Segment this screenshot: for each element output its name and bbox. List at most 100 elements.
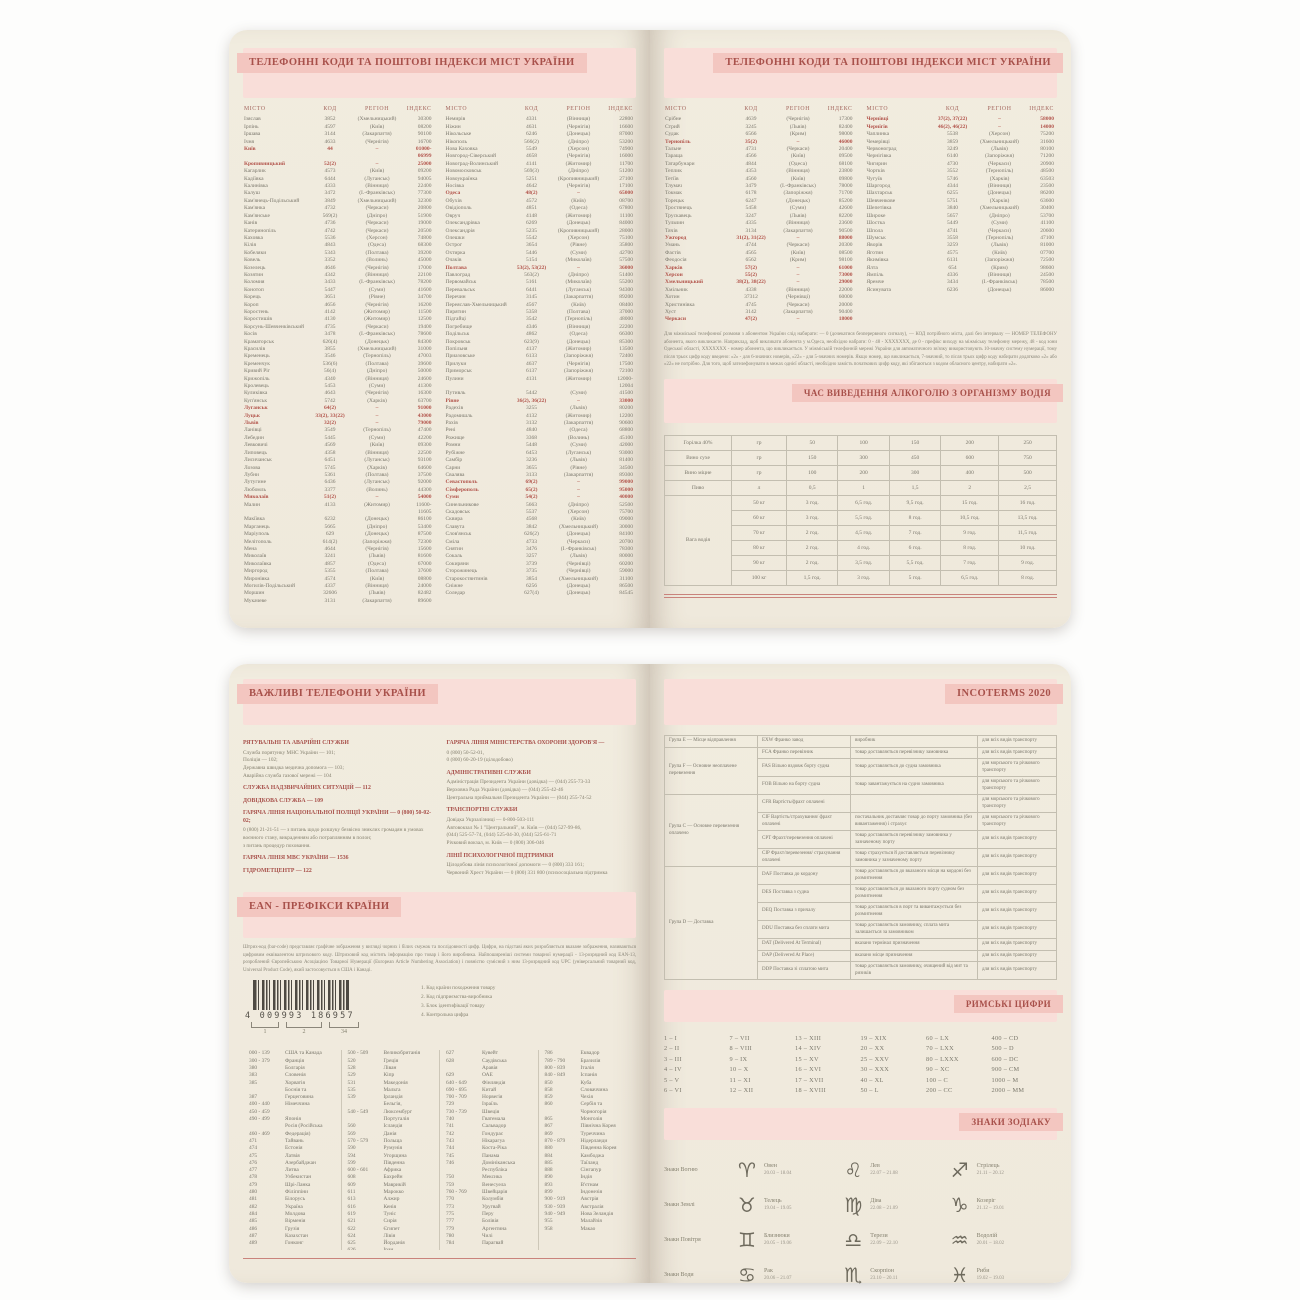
prefix-row: 729 Ізраїль xyxy=(446,1101,498,1108)
prefix-row: 800 - 839 Італія xyxy=(544,1064,594,1071)
city-row: Немирів 4331 (Вінниця) 22800 xyxy=(445,116,634,123)
city-row: Чортків 3552 (Тернопіль) 48500 xyxy=(866,168,1055,175)
prefix-row: 759 Венесуела xyxy=(446,1181,506,1188)
phone-column: РЯТУВАЛЬНІ ТА АВАРІЙНІ СЛУЖБИ Служба поря… xyxy=(243,735,433,877)
city-row: Старокостянтинів 3854 (Хмельницький) 31100 xyxy=(445,575,634,582)
prefix-row: 770 Колумбія xyxy=(446,1196,504,1203)
phone-line: (044) 525-57-74, (044) 525-04-30, (044) … xyxy=(446,832,557,839)
zodiac-sign: ♍ Діва 22.08 – 21.09 xyxy=(844,1192,898,1217)
prefix-row: 867 Північна Корея xyxy=(544,1123,616,1130)
zodiac-sign: ♒ Водолій 20.01 – 18.02 xyxy=(950,1227,1005,1252)
phone-line: Верховна Рада України (довідка) — (044) … xyxy=(446,787,564,794)
prefix-row: 780 Чилі xyxy=(446,1232,493,1239)
city-row: Підгайці 3542 (Тернопіль) 48000 xyxy=(445,316,634,323)
phone-line: Центральна приймальня Президента України… xyxy=(446,794,592,801)
prefix-row: 777 Болівія xyxy=(446,1218,499,1225)
city-row: Широке 5657 (Дніпро) 53700 xyxy=(866,212,1055,219)
incoterm-row: DAT (Delivered At Terminal) вказано термі… xyxy=(665,938,1057,951)
city-row: Кропивницький 52(2) –25000 xyxy=(244,160,432,167)
prefix-row: 594 Угорщина xyxy=(347,1152,407,1159)
Козеріг-zodiac-icon: ♑ xyxy=(950,1192,969,1217)
prefix-row: 475 Латвія xyxy=(249,1152,300,1159)
city-row: Кагарлик 4573 (Київ) 09200 xyxy=(244,168,432,175)
city-row: Нікольське 6246 (Донецьк) 87000 xyxy=(445,131,634,138)
city-row: Хмельницький 38(2), 38(22) –29000 xyxy=(665,279,853,286)
prefix-row: 629 ОАЕ xyxy=(446,1072,493,1079)
phone-directory: РЯТУВАЛЬНІ ТА АВАРІЙНІ СЛУЖБИ Служба поря… xyxy=(243,735,636,877)
city-row: Чемерівці 3859 (Хмельницький) 31600 xyxy=(866,138,1055,145)
prefix-row: 930 - 939 Австралія xyxy=(544,1203,604,1210)
city-row: Рожище 3368 (Волинь) 45100 xyxy=(445,434,634,441)
ean-barcode-block: 4 009993 186957 1 2 34 1. Код країни поход… xyxy=(243,980,636,1042)
ean-prefix-table: 000 - 139 США та Канада 300 - 379 Франція 38… xyxy=(243,1050,636,1251)
city-row: Новоград-Волинський 4141 (Житомир) 11700 xyxy=(445,160,634,167)
city-row: Макіївка 6232 (Донецьк) 86100 xyxy=(244,516,432,523)
phone-line: Річковий вокзал, м. Київ — 0 (800) 306-0… xyxy=(446,839,545,846)
drink-row: Горілка 40% гр 50 100 150 200 250 xyxy=(664,434,1057,451)
barcode-bracket: 34 xyxy=(329,1022,359,1035)
phone-section-heading: СЛУЖБА НАДЗВИЧАЙНИХ СИТУАЦІЙ — 112 xyxy=(243,785,371,792)
roman-column: 13 – XIII 14 – XIV 15 – XV 16 – XVI 17 – XVI… xyxy=(795,1034,861,1098)
city-code-table: МІСТО КОД РЕГІОН ІНДЕКС Чернівці 37(2), 37(22… xyxy=(866,106,1058,294)
roman-pair: 2 – II xyxy=(664,1045,680,1053)
incoterm-row: CIP Фрахт/перевезення/ страхування оплач… xyxy=(665,848,1057,867)
prefix-row: 482 Україна xyxy=(249,1203,303,1210)
zodiac-sign: ♈ Овен 20.03 – 18.04 xyxy=(738,1157,792,1182)
city-row: Кривий Ріг 56(4) (Дніпро) 50000 xyxy=(244,368,432,375)
roman-pair: 500 – D xyxy=(991,1045,1014,1053)
city-row: Попільня 4137 (Житомир) 13500 xyxy=(445,346,634,352)
city-row: Шаргород 4344 (Вінниця) 23500 xyxy=(866,183,1055,190)
city-row: Куликівка 4643 (Чернігів) 16300 xyxy=(244,390,432,397)
prefix-row: 619 Туніс xyxy=(347,1210,397,1217)
prefix-row: 890 Індія xyxy=(544,1174,592,1181)
prefix-row: 485 Вірменія xyxy=(249,1218,306,1225)
roman-pair: 600 – DC xyxy=(991,1055,1019,1063)
city-row: Короп 4656 (Чернігів) 16200 xyxy=(244,301,432,308)
page-important-phones: ВАЖЛИВІ ТЕЛЕФОНИ УКРАЇНИ РЯТУВАЛЬНІ ТА А… xyxy=(229,664,650,1283)
city-row: Острог 3654 (Рівне) 35800 xyxy=(445,242,634,249)
prefix-row: 471 Тайвань xyxy=(249,1137,304,1144)
city-row: Тячів 3134 (Закарпаття) 90500 xyxy=(665,227,853,234)
city-row: Катеринопіль 4742 (Черкаси) 20500 xyxy=(244,227,432,234)
city-row: Козятин 4342 (Вінниця) 22100 xyxy=(244,271,432,278)
Телець-zodiac-icon: ♉ xyxy=(738,1192,756,1217)
city-row: Козелець 4646 (Чернігів) 17000 xyxy=(244,264,432,271)
roman-column: 400 – CD 500 – D 600 – DC 900 – CM 1000 – M 2… xyxy=(992,1034,1058,1098)
roman-pair: 40 – XL xyxy=(860,1076,884,1084)
zodiac-row: Знаки Повітря ♊ Близнюки 20.05 – 19.06 ♎ Тере… xyxy=(664,1222,1057,1257)
roman-column: 7 – VII 8 – VIII 9 – IX 10 – X 11 – XI 12 – X… xyxy=(730,1034,796,1098)
city-row: Іршава 3144 (Закарпаття) 90100 xyxy=(244,131,432,138)
city-row: Тетіїв 4560 (Київ) 09800 xyxy=(665,175,853,182)
city-row: Тараща 4566 (Київ) 09500 xyxy=(665,153,853,160)
prefix-row: 478 Узбекистан xyxy=(249,1174,312,1181)
divider-rule xyxy=(243,1258,636,1260)
weight-row: 70 кг 2 год. 4,5 год. 7 год. 9 год. 11,5 год. xyxy=(665,524,1057,541)
roman-pair: 30 – XXX xyxy=(860,1066,890,1074)
city-row: Ялта 654 (Крим) 98600 xyxy=(866,264,1055,271)
city-row: Миронівка 4574 (Київ) 08800 xyxy=(244,575,432,582)
city-row: Київ 44–01000-06999 xyxy=(244,146,432,160)
roman-pair: 11 – XI xyxy=(729,1076,751,1084)
prefix-row: 385 Хорватія xyxy=(249,1079,306,1086)
city-row: Славута 3842 (Хмельницький) 30000 xyxy=(445,523,634,530)
city-row: Срібне 4639 (Чернігів) 17300 xyxy=(665,116,853,123)
prefix-row: 531 Македонія xyxy=(347,1079,408,1086)
city-row: Харків 57(2) –61000 xyxy=(665,264,853,271)
prefix-row: 600 - 601 Африка xyxy=(347,1167,402,1174)
city-row: Канів 4736 (Черкаси) 19000 xyxy=(244,220,432,227)
prefix-row: 773 Уругвай xyxy=(446,1203,501,1210)
phone-section-heading: ГАРЯЧА ЛІНІЯ МІНІСТЕРСТВА ОХОРОНИ ЗДОРОВ… xyxy=(446,740,605,746)
zodiac-sign: ♑ Козеріг 21.12 – 19.01 xyxy=(950,1192,1005,1217)
zodiac-table: Знаки Вогню ♈ Овен 20.03 – 18.04 ♌ Лев 22.07 –… xyxy=(664,1152,1057,1292)
zodiac-row: Знаки Води ♋ Рак 20.06 – 21.07 ♏ Скорпіон 23.1… xyxy=(664,1257,1057,1292)
prefix-row: Чорногорія xyxy=(580,1108,607,1115)
prefix-row: Республіка xyxy=(482,1167,508,1174)
prefix-row: 484 Молдова xyxy=(249,1210,306,1217)
prefix-row: 858 Словаччина xyxy=(544,1086,608,1093)
city-row: Мелітополь 614(2) (Запоріжжя) 72300 xyxy=(244,538,432,545)
city-row: Крижопіль 4340 (Вінниця) 24600 xyxy=(244,375,432,382)
city-row: Погребище 4346 (Вінниця) 22200 xyxy=(445,323,634,330)
city-row: Корсунь-Шевченківський 4735 (Черкаси) 19400 xyxy=(244,323,432,330)
phone-line: Адміністрація Президента України (довідк… xyxy=(446,779,591,786)
roman-pair: 70 – LXX xyxy=(926,1045,954,1053)
